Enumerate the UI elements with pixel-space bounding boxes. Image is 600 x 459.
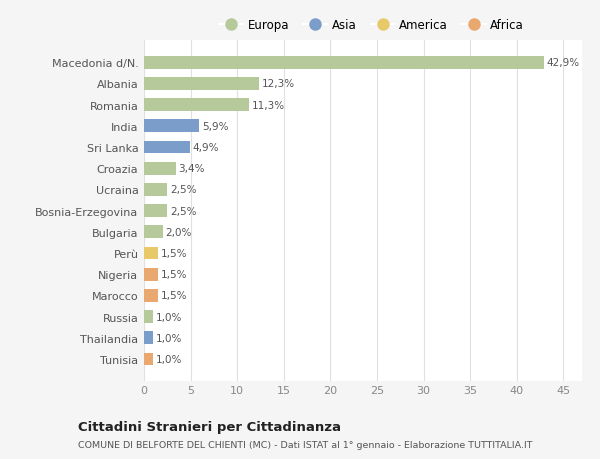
Bar — [144, 184, 167, 196]
Bar — [144, 57, 544, 69]
Bar — [144, 289, 158, 302]
Bar — [144, 205, 167, 218]
Text: 4,9%: 4,9% — [193, 143, 219, 153]
Bar — [144, 311, 154, 323]
Text: 2,5%: 2,5% — [170, 206, 197, 216]
Bar — [144, 268, 158, 281]
Text: Cittadini Stranieri per Cittadinanza: Cittadini Stranieri per Cittadinanza — [78, 420, 341, 433]
Bar — [144, 162, 176, 175]
Text: 12,3%: 12,3% — [262, 79, 295, 89]
Bar — [144, 247, 158, 260]
Legend: Europa, Asia, America, Africa: Europa, Asia, America, Africa — [220, 19, 524, 32]
Text: 3,4%: 3,4% — [178, 164, 205, 174]
Bar — [144, 332, 154, 344]
Text: 2,0%: 2,0% — [166, 227, 192, 237]
Text: COMUNE DI BELFORTE DEL CHIENTI (MC) - Dati ISTAT al 1° gennaio - Elaborazione TU: COMUNE DI BELFORTE DEL CHIENTI (MC) - Da… — [78, 440, 533, 449]
Text: 1,0%: 1,0% — [156, 354, 182, 364]
Bar — [144, 99, 250, 112]
Text: 1,5%: 1,5% — [161, 269, 187, 280]
Text: 1,5%: 1,5% — [161, 291, 187, 301]
Bar — [144, 353, 154, 365]
Text: 11,3%: 11,3% — [252, 101, 285, 110]
Bar — [144, 78, 259, 90]
Text: 1,0%: 1,0% — [156, 312, 182, 322]
Text: 1,0%: 1,0% — [156, 333, 182, 343]
Bar — [144, 226, 163, 239]
Text: 1,5%: 1,5% — [161, 248, 187, 258]
Text: 2,5%: 2,5% — [170, 185, 197, 195]
Bar — [144, 141, 190, 154]
Bar — [144, 120, 199, 133]
Text: 42,9%: 42,9% — [547, 58, 580, 68]
Text: 5,9%: 5,9% — [202, 122, 228, 132]
